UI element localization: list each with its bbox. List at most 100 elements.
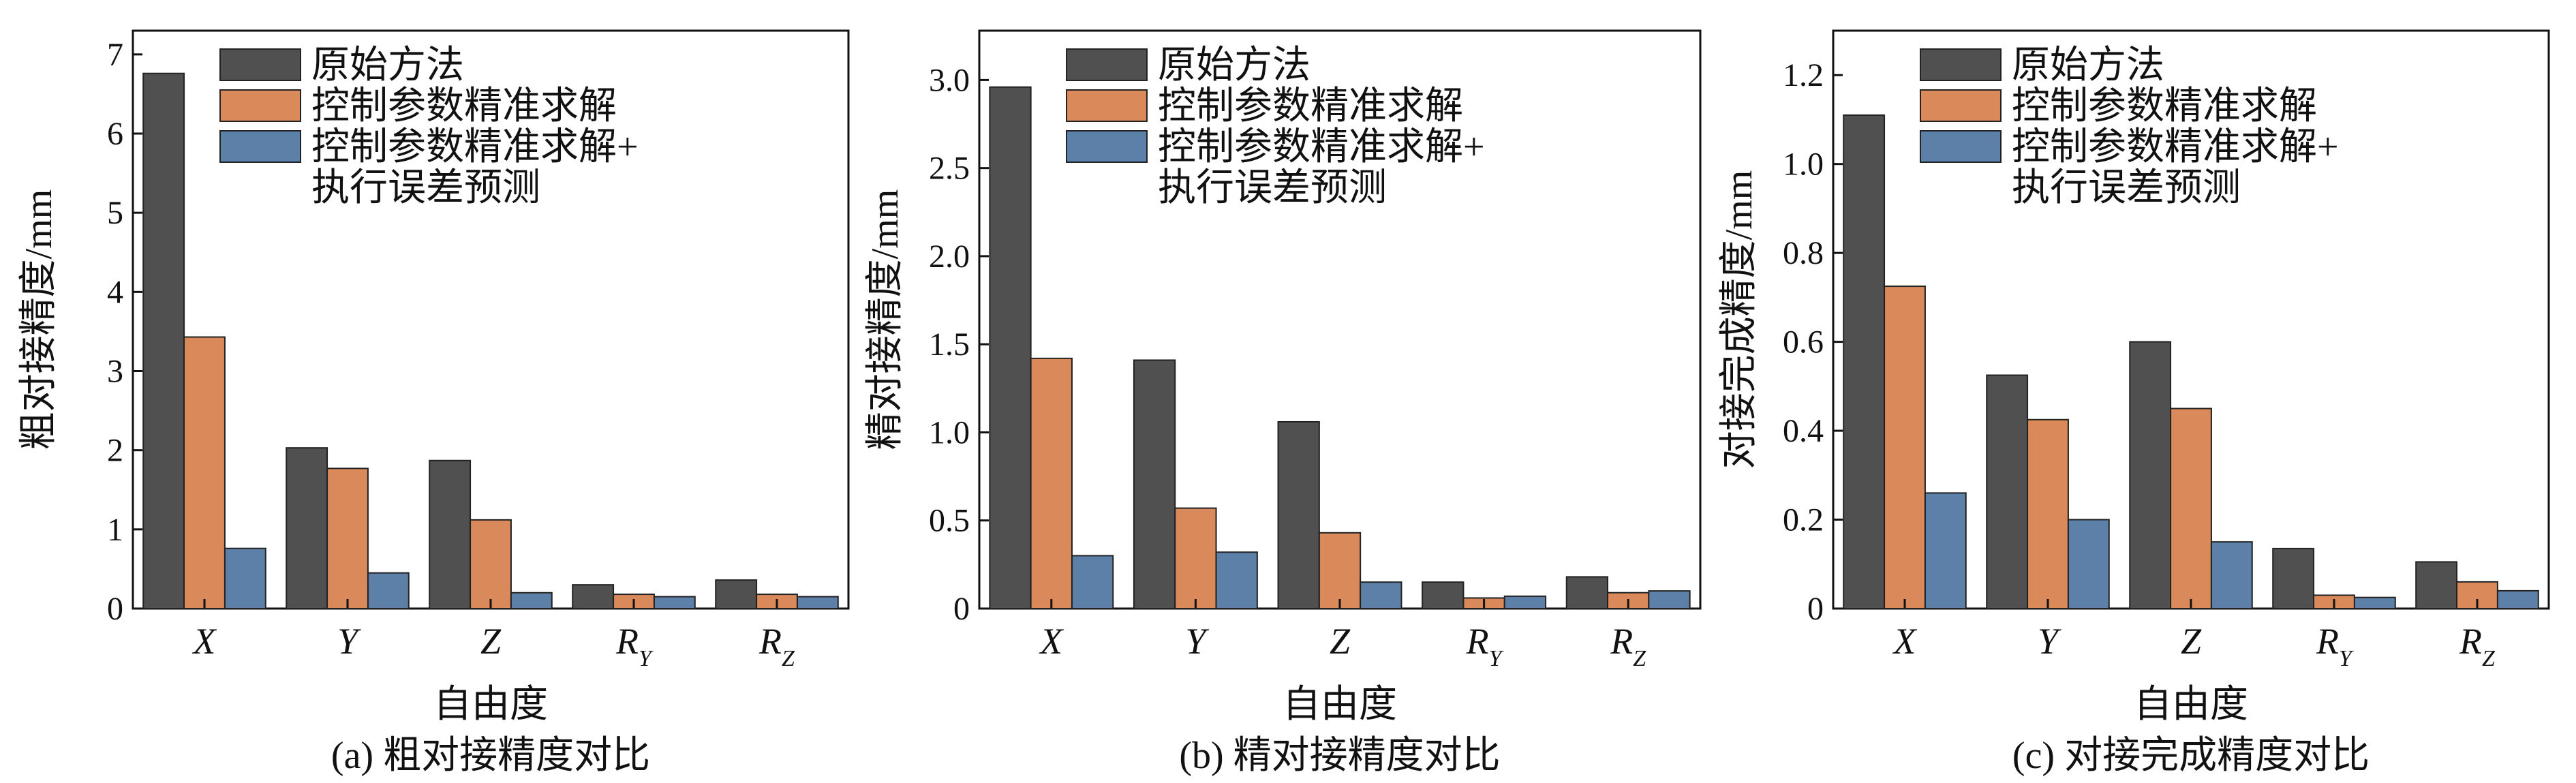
bar-series-2-0 — [1030, 357, 1073, 609]
panel-caption: (b) 精对接精度对比 — [1179, 735, 1500, 777]
legend-label: 控制参数精准求解+ — [311, 126, 639, 168]
y-tick-label: 5 — [107, 195, 123, 231]
x-tick-label: RY — [2316, 621, 2354, 671]
legend-label: 执行误差预测 — [2012, 167, 2241, 209]
x-tick-label-subscript: Z — [782, 646, 795, 671]
x-tick-label: X — [192, 621, 217, 662]
y-tick-label: 1.5 — [929, 326, 970, 363]
x-tick-label-subscript: Y — [639, 646, 654, 671]
y-tick-label: 0.6 — [1783, 324, 1824, 360]
legend-label: 控制参数精准求解+ — [2012, 126, 2339, 168]
legend-swatch-2 — [1066, 89, 1148, 122]
x-tick-label-main: Y — [1185, 621, 1209, 662]
bar-series-1-3 — [572, 584, 615, 610]
bar-series-1-2 — [2129, 341, 2172, 609]
x-tick-label: RZ — [2459, 621, 2496, 671]
x-tick-label-main: Y — [2038, 621, 2061, 662]
y-tick-label: 0 — [1807, 591, 1824, 627]
legend-swatch-1 — [1920, 48, 2002, 81]
y-tick-label: 0.4 — [1783, 413, 1824, 449]
x-tick-label: RZ — [1610, 621, 1646, 671]
x-tick-label-main: R — [1610, 621, 1633, 662]
bar-series-3-0 — [1924, 492, 1967, 610]
x-tick-label: X — [1892, 621, 1918, 662]
panel-b: 00.51.01.52.02.53.0X Y Z RY RZ自由度精对接精度/mm(b)… — [864, 29, 1702, 777]
bar-series-2-1 — [326, 467, 369, 609]
y-tick-label: 2 — [107, 433, 123, 469]
y-tick-label: 4 — [107, 274, 123, 310]
bar-series-3-2 — [510, 592, 553, 610]
bar-series-1-2 — [429, 459, 472, 609]
x-tick-label-main: R — [1466, 621, 1489, 662]
legend-label: 控制参数精准求解 — [2012, 85, 2317, 127]
y-tick-label: 0 — [107, 591, 123, 627]
y-tick-label: 1.0 — [929, 414, 970, 450]
x-tick-label-main: Z — [480, 621, 502, 662]
x-tick-label: Z — [2181, 621, 2202, 662]
y-tick-label: 6 — [107, 116, 123, 152]
bar-series-2-2 — [1318, 532, 1362, 610]
x-tick-label-main: R — [2459, 621, 2482, 662]
bar-series-2-2 — [2170, 408, 2212, 609]
panel-c: 00.20.40.60.81.01.2X Y Z RY RZ自由度对接完成精度/mm(c… — [1718, 29, 2550, 777]
x-tick-label: Z — [1330, 621, 1351, 662]
y-axis-title: 精对接精度/mm — [864, 189, 906, 450]
legend-swatch-3 — [1920, 130, 2002, 163]
bar-series-1-0 — [142, 72, 185, 610]
bar-series-3-3 — [2353, 596, 2396, 610]
bar-series-3-2 — [1360, 581, 1402, 609]
y-tick-label: 3 — [107, 354, 123, 390]
y-tick-label: 2.5 — [929, 151, 970, 187]
bar-series-1-2 — [1277, 420, 1320, 609]
panel-caption: (c) 对接完成精度对比 — [2012, 735, 2370, 777]
bar-series-3-4 — [1648, 590, 1691, 610]
legend-swatch-3 — [219, 130, 301, 163]
x-tick-label-subscript: Y — [1489, 646, 1504, 671]
y-tick-label: 0 — [953, 591, 970, 627]
x-tick-label: Z — [480, 621, 502, 662]
legend-label: 执行误差预测 — [311, 167, 540, 209]
x-tick-label: Y — [2038, 621, 2061, 662]
bar-series-3-1 — [367, 572, 410, 609]
bar-series-1-3 — [2272, 547, 2315, 610]
legend-label: 控制参数精准求解 — [1158, 85, 1463, 127]
bar-series-3-4 — [796, 596, 839, 609]
bar-series-1-1 — [286, 447, 328, 609]
y-tick-label: 3.0 — [929, 62, 970, 98]
bar-series-1-0 — [1843, 114, 1886, 609]
bar-series-3-1 — [2067, 519, 2110, 609]
x-tick-label-subscript: Z — [1633, 646, 1646, 671]
legend-swatch-1 — [1066, 48, 1148, 81]
panel-caption: (a) 粗对接精度对比 — [331, 735, 650, 777]
x-tick-label: RZ — [758, 621, 795, 671]
bar-series-3-2 — [2210, 541, 2253, 610]
x-tick-label-main: X — [1039, 621, 1064, 662]
y-tick-label: 1.0 — [1783, 147, 1824, 183]
y-tick-label: 2.0 — [929, 239, 970, 275]
x-tick-label: RY — [1466, 621, 1504, 671]
legend-swatch-2 — [1920, 89, 2002, 122]
bar-series-2-0 — [1884, 286, 1926, 609]
legend-label: 原始方法 — [2012, 44, 2164, 87]
bar-series-3-0 — [1071, 555, 1114, 609]
bar-series-3-0 — [224, 547, 266, 610]
x-axis-title: 自由度 — [433, 684, 548, 726]
legend-label: 控制参数精准求解 — [311, 85, 617, 127]
bar-series-2-0 — [183, 336, 226, 609]
y-tick-label: 0.5 — [929, 503, 970, 539]
bar-series-1-3 — [1422, 581, 1465, 609]
x-tick-label-main: R — [2316, 621, 2339, 662]
bar-series-2-2 — [470, 519, 512, 609]
legend-swatch-1 — [219, 48, 301, 81]
x-tick-label-main: Z — [1330, 621, 1351, 662]
legend-swatch-3 — [1066, 130, 1148, 163]
x-tick-label-main: X — [1892, 621, 1918, 662]
x-tick-label-main: X — [192, 621, 217, 662]
bar-series-1-1 — [1133, 359, 1176, 610]
x-tick-label: Y — [1185, 621, 1209, 662]
